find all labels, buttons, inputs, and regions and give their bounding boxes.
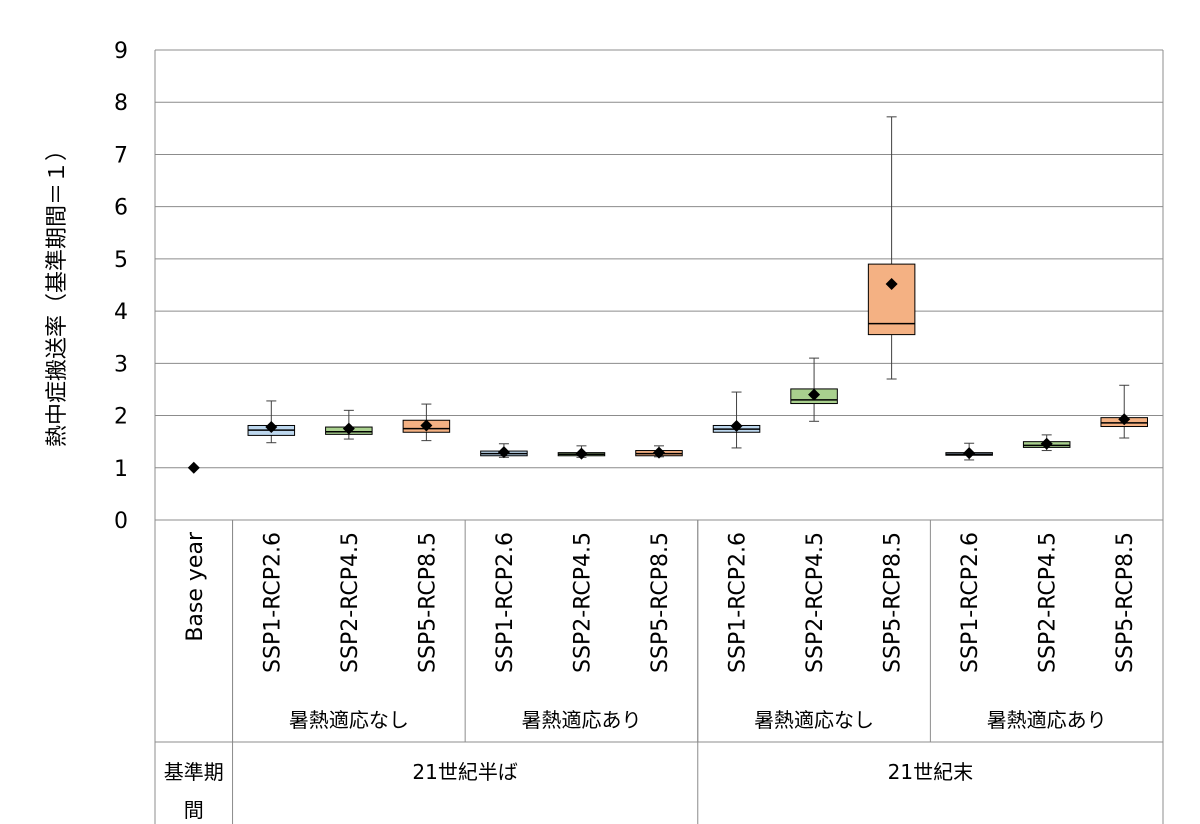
period-label: 21世紀末 bbox=[888, 760, 973, 784]
box-series bbox=[187, 116, 1148, 474]
adaptation-group-label: 暑熱適応なし bbox=[754, 708, 874, 732]
mean-marker bbox=[1040, 437, 1053, 450]
mean-marker bbox=[497, 446, 510, 459]
y-tick-label: 3 bbox=[114, 352, 128, 377]
y-tick-label: 2 bbox=[114, 405, 128, 430]
category-label: SSP1-RCP2.6 bbox=[260, 532, 285, 673]
y-tick-label: 1 bbox=[114, 457, 128, 482]
period-label: 21世紀半ば bbox=[412, 760, 517, 784]
mean-marker bbox=[885, 277, 898, 290]
y-tick-label: 4 bbox=[114, 300, 128, 325]
adaptation-group-label: 暑熱適応あり bbox=[987, 708, 1107, 732]
y-tick-label: 7 bbox=[114, 143, 128, 168]
y-tick-label: 0 bbox=[114, 509, 128, 534]
y-tick-label: 9 bbox=[114, 39, 128, 64]
mean-marker bbox=[265, 421, 278, 434]
category-label: SSP1-RCP2.6 bbox=[958, 532, 983, 673]
category-label: SSP2-RCP4.5 bbox=[570, 532, 595, 673]
y-tick-label: 5 bbox=[114, 248, 128, 273]
category-label: SSP5-RCP8.5 bbox=[881, 532, 906, 673]
category-table: Base year SSP1-RCP2.6 SSP2-RCP4.5 SSP5-RCP8… bbox=[154, 50, 1164, 824]
mean-marker bbox=[808, 388, 821, 401]
y-tick-label: 6 bbox=[114, 196, 128, 221]
mean-marker bbox=[575, 447, 588, 460]
y-tick-label: 8 bbox=[114, 91, 128, 116]
category-label: SSP1-RCP2.6 bbox=[493, 532, 518, 673]
mean-marker bbox=[730, 420, 743, 432]
category-label: SSP2-RCP4.5 bbox=[803, 532, 828, 673]
mean-marker bbox=[653, 446, 665, 459]
adaptation-group-label: 暑熱適応なし bbox=[289, 708, 409, 732]
category-label: SSP1-RCP2.6 bbox=[726, 532, 751, 673]
mean-marker bbox=[187, 461, 200, 474]
adaptation-group-label: 暑熱適応あり bbox=[521, 708, 641, 732]
period-label: 基準期 bbox=[164, 760, 224, 784]
category-label: Base year bbox=[183, 531, 208, 642]
period-label: 間 bbox=[184, 798, 204, 822]
category-label: SSP5-RCP8.5 bbox=[1113, 532, 1138, 673]
box-iqr bbox=[867, 263, 916, 336]
y-axis-label: 熱中症搬送率（基準期間＝１） bbox=[45, 139, 70, 447]
category-label: SSP2-RCP4.5 bbox=[1036, 532, 1061, 673]
category-label: SSP5-RCP8.5 bbox=[648, 532, 673, 673]
mean-marker bbox=[963, 447, 976, 460]
y-axis-ticks: 0 1 2 3 4 5 6 7 8 9 bbox=[114, 39, 128, 534]
category-label: SSP2-RCP4.5 bbox=[338, 532, 363, 673]
grid-lines bbox=[154, 49, 1163, 520]
mean-marker bbox=[1118, 413, 1131, 426]
mean-marker bbox=[342, 422, 355, 435]
mean-marker bbox=[420, 419, 433, 432]
category-label: SSP5-RCP8.5 bbox=[415, 532, 440, 673]
